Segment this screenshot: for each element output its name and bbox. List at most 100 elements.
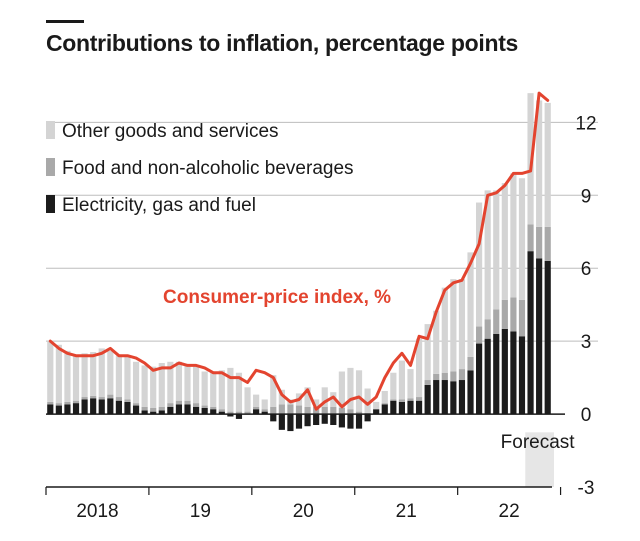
bar-other xyxy=(218,370,225,410)
x-tick-label: 21 xyxy=(396,501,417,522)
bar-food xyxy=(55,403,62,406)
y-axis-labels: 12 9 6 3 0 ‑3 xyxy=(575,113,596,499)
cpi-line-group xyxy=(48,91,550,411)
bar-food xyxy=(47,401,54,405)
bar-energy xyxy=(150,411,157,415)
forecast-band xyxy=(525,432,554,487)
bar-food xyxy=(278,404,285,415)
bar-energy xyxy=(90,398,97,415)
bar-food xyxy=(90,395,97,399)
bar-energy xyxy=(124,401,131,415)
bar-food xyxy=(321,406,328,415)
bar-energy xyxy=(107,398,114,415)
bar-other xyxy=(450,279,457,372)
bar-food xyxy=(81,397,88,400)
bar-other xyxy=(158,363,165,407)
legend-label: Other goods and services xyxy=(62,121,279,142)
y-tick-label: ‑3 xyxy=(578,478,595,499)
bar-energy xyxy=(167,406,174,415)
bar-other xyxy=(510,173,517,298)
bar-food xyxy=(398,399,406,402)
bar-energy xyxy=(330,414,337,426)
bar-other xyxy=(253,394,260,407)
bar-energy xyxy=(321,414,328,424)
bar-other xyxy=(175,361,183,401)
bar-other xyxy=(304,387,311,407)
bar-food xyxy=(72,400,80,404)
bar-food xyxy=(287,404,294,415)
bar-other xyxy=(184,364,191,401)
bar-food xyxy=(527,224,534,252)
bar-food xyxy=(304,406,311,415)
bar-food xyxy=(158,406,165,411)
bar-food xyxy=(458,369,466,381)
bar-other xyxy=(313,399,320,407)
bar-food xyxy=(415,397,423,401)
bar-food xyxy=(381,403,388,405)
bar-food xyxy=(441,372,448,381)
bar-other xyxy=(107,350,114,395)
bar-energy xyxy=(355,414,363,429)
bar-other xyxy=(390,372,397,400)
bar-food xyxy=(184,400,191,405)
bar-other xyxy=(381,390,388,404)
bar-food xyxy=(218,409,225,412)
bar-energy xyxy=(347,414,354,429)
bar-energy xyxy=(278,414,285,430)
cpi-label: Consumer-price index, % xyxy=(163,287,391,308)
y-tick-label: 0 xyxy=(581,405,592,426)
bar-other xyxy=(501,183,508,300)
bar-food xyxy=(467,356,474,371)
bar-other xyxy=(536,100,543,227)
bar-food xyxy=(235,411,243,415)
x-tick-label: 19 xyxy=(190,501,211,522)
bar-other xyxy=(72,354,80,401)
bar-other xyxy=(355,370,363,412)
bar-energy xyxy=(476,343,483,415)
bar-food xyxy=(355,411,363,415)
bar-energy xyxy=(261,411,268,415)
bar-energy xyxy=(64,404,71,415)
title-rule xyxy=(46,20,84,23)
bar-energy xyxy=(424,384,431,415)
bar-other xyxy=(347,367,354,410)
bar-other xyxy=(518,178,526,300)
y-tick-label: 9 xyxy=(581,186,592,207)
bar-other xyxy=(141,365,148,407)
bar-energy xyxy=(510,331,517,415)
bar-food xyxy=(424,380,431,385)
bar-energy xyxy=(501,328,508,415)
bar-food xyxy=(167,403,174,407)
bar-energy xyxy=(407,400,414,415)
bar-energy xyxy=(381,404,388,415)
bar-food xyxy=(64,401,71,405)
bar-food xyxy=(210,406,217,410)
bar-food xyxy=(175,400,183,405)
bar-other xyxy=(493,190,500,310)
bar-energy xyxy=(390,400,397,415)
bar-energy xyxy=(398,401,406,415)
bar-food xyxy=(295,405,303,415)
bar-energy xyxy=(141,410,148,415)
bar-energy xyxy=(450,381,457,415)
bar-other xyxy=(47,341,54,402)
legend-swatch xyxy=(46,121,55,139)
bar-other xyxy=(321,387,328,407)
bar-other xyxy=(338,371,345,408)
bar-energy xyxy=(227,414,234,417)
bar-other xyxy=(124,355,131,400)
bar-energy xyxy=(536,258,543,415)
bar-other xyxy=(467,252,474,357)
bar-energy xyxy=(115,400,122,415)
x-tick-label: 22 xyxy=(499,501,520,522)
bar-food xyxy=(192,403,200,407)
bar-other xyxy=(544,102,551,227)
bar-food xyxy=(518,299,526,337)
bar-energy xyxy=(98,399,105,415)
bar-food xyxy=(150,407,157,412)
bar-energy xyxy=(192,406,200,415)
legend-swatch xyxy=(46,158,55,176)
bar-other xyxy=(201,371,208,406)
bar-other xyxy=(270,375,277,407)
bar-other xyxy=(192,366,200,404)
